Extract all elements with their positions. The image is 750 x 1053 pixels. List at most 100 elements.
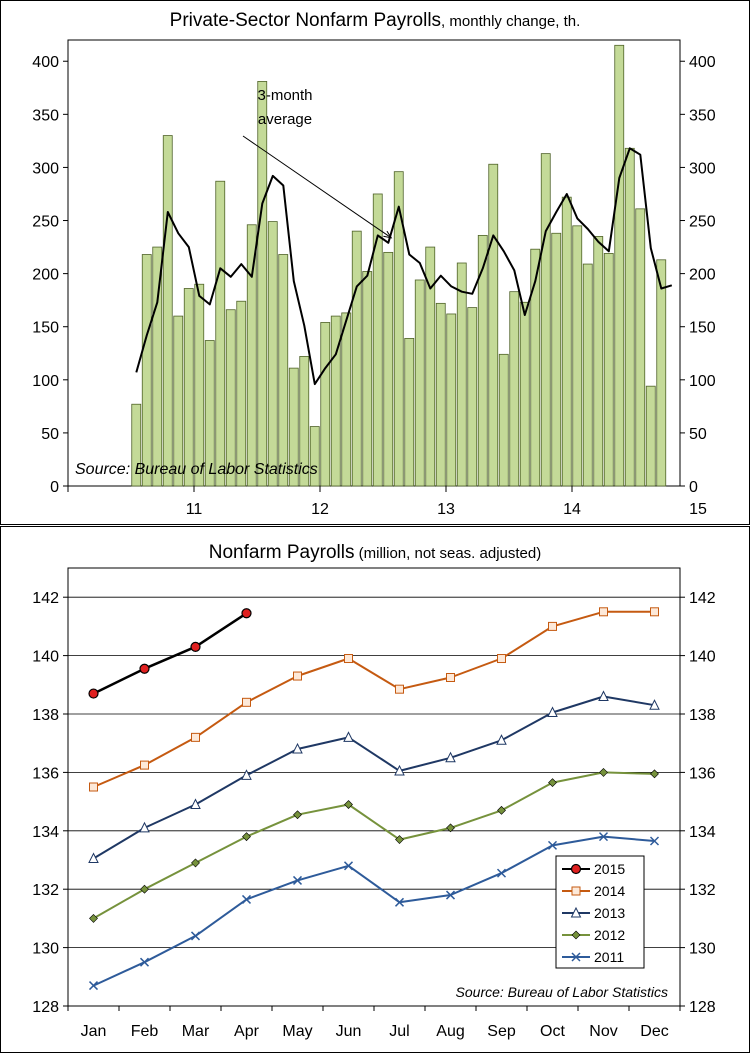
- x-tick-label: Jul: [389, 1023, 409, 1040]
- bar-31: [456, 262, 467, 487]
- legend-label-2013: 2013: [594, 905, 625, 921]
- point-2012-7: [446, 823, 455, 833]
- chart2-source: Source: Bureau of Labor Statistics: [456, 984, 668, 1000]
- y-tick-label-right: 140: [689, 649, 716, 666]
- bar-29: [435, 302, 446, 487]
- bar-37: [519, 301, 530, 487]
- y-tick-label-right: 100: [689, 373, 716, 390]
- point-2014-6: [395, 684, 404, 694]
- point-2014-10: [599, 607, 608, 617]
- y-tick-label-left: 140: [32, 649, 59, 666]
- point-2013-11: [649, 699, 660, 710]
- chart1-source: Source: Bureau of Labor Statistics: [75, 461, 318, 478]
- y-tick-label-left: 132: [32, 882, 59, 899]
- bar-46: [614, 44, 625, 487]
- bar-41: [561, 196, 572, 487]
- point-2013-10: [598, 690, 609, 701]
- three-month-average-line: [135, 147, 673, 386]
- point-2014-8: [497, 654, 506, 664]
- bar-8: [215, 180, 226, 487]
- legend-label-2011: 2011: [594, 949, 624, 965]
- y-tick-label-right: 130: [689, 941, 716, 958]
- bar-14: [278, 254, 289, 487]
- x-tick-label: 12: [311, 501, 329, 518]
- bar-17: [309, 426, 320, 487]
- point-2014-1: [140, 760, 149, 770]
- bar-27: [414, 279, 425, 487]
- point-2011-2: [190, 931, 201, 941]
- x-tick-label: Oct: [540, 1023, 565, 1040]
- annotation-text-2: average: [258, 111, 312, 128]
- y-tick-label-left: 50: [41, 426, 59, 443]
- series-line-2012: [93, 771, 655, 920]
- legend-label-2015: 2015: [594, 861, 625, 877]
- point-2013-2: [190, 798, 201, 810]
- legend-marker-2013: [570, 906, 582, 918]
- y-tick-label-left: 400: [32, 54, 59, 71]
- point-2012-6: [395, 835, 404, 844]
- bar-50: [656, 259, 667, 487]
- point-2011-4: [292, 875, 303, 885]
- bar-1: [141, 254, 152, 487]
- bar-30: [446, 313, 457, 487]
- x-tick-label: May: [282, 1023, 312, 1040]
- bar-4: [173, 315, 184, 487]
- y-tick-label-right: 250: [689, 214, 716, 231]
- x-tick-label: 13: [437, 501, 455, 518]
- point-2014-11: [650, 607, 659, 617]
- bar-39: [540, 153, 551, 487]
- x-tick-label: Apr: [234, 1023, 260, 1040]
- bar-13: [267, 221, 278, 487]
- point-2015-0: [88, 688, 99, 699]
- x-tick-label: Mar: [182, 1023, 210, 1040]
- bar-28: [425, 246, 436, 487]
- legend-marker-2014: [571, 886, 581, 896]
- legend-marker-2011: [571, 952, 581, 962]
- bar-49: [645, 385, 656, 487]
- bar-43: [582, 263, 593, 487]
- point-2015-2: [190, 641, 201, 652]
- bar-20: [341, 312, 352, 487]
- bar-42: [572, 225, 583, 487]
- y-tick-label-right: 300: [689, 160, 716, 177]
- bar-48: [635, 208, 646, 487]
- bar-32: [467, 307, 478, 487]
- point-2012-3: [242, 832, 251, 842]
- x-tick-label: Jan: [81, 1023, 107, 1040]
- y-tick-label-right: 50: [689, 426, 707, 443]
- point-2014-5: [344, 654, 353, 664]
- point-2012-8: [497, 805, 506, 815]
- y-tick-label-right: 136: [689, 765, 716, 782]
- point-2014-9: [548, 621, 557, 631]
- chart2-title: Nonfarm Payrolls (million, not seas. adj…: [209, 542, 541, 563]
- legend-marker-2015: [570, 863, 582, 875]
- point-2012-9: [548, 778, 557, 788]
- bar-6: [194, 283, 205, 487]
- point-2012-0: [89, 913, 98, 923]
- bar-15: [288, 367, 299, 487]
- bar-0: [131, 403, 142, 487]
- x-tick-label: 14: [563, 501, 581, 518]
- bar-38: [530, 248, 541, 487]
- annotation-arrowhead: [383, 230, 393, 239]
- chart2-plot: 128 128 130 130 132 132 134 134 136 136 138 138 140 1…: [32, 567, 716, 1040]
- point-2013-1: [139, 821, 150, 833]
- point-2013-6: [394, 764, 405, 776]
- bar-33: [477, 234, 488, 487]
- point-2011-3: [241, 894, 252, 904]
- y-tick-label-left: 138: [32, 707, 59, 724]
- legend-label-2012: 2012: [594, 927, 625, 943]
- point-2014-0: [89, 782, 98, 792]
- bar-18: [320, 322, 331, 487]
- y-tick-label-left: 200: [32, 267, 59, 284]
- y-tick-label-right: 150: [689, 320, 716, 337]
- point-2011-9: [547, 840, 558, 850]
- series-line-2011: [93, 835, 655, 987]
- series-line-2014: [93, 610, 655, 788]
- point-2014-3: [242, 697, 251, 707]
- series-line-2015: [92, 612, 248, 695]
- point-2011-6: [394, 897, 405, 907]
- y-tick-label-right: 400: [689, 54, 716, 71]
- bar-44: [593, 236, 604, 487]
- y-tick-label-right: 350: [689, 107, 716, 124]
